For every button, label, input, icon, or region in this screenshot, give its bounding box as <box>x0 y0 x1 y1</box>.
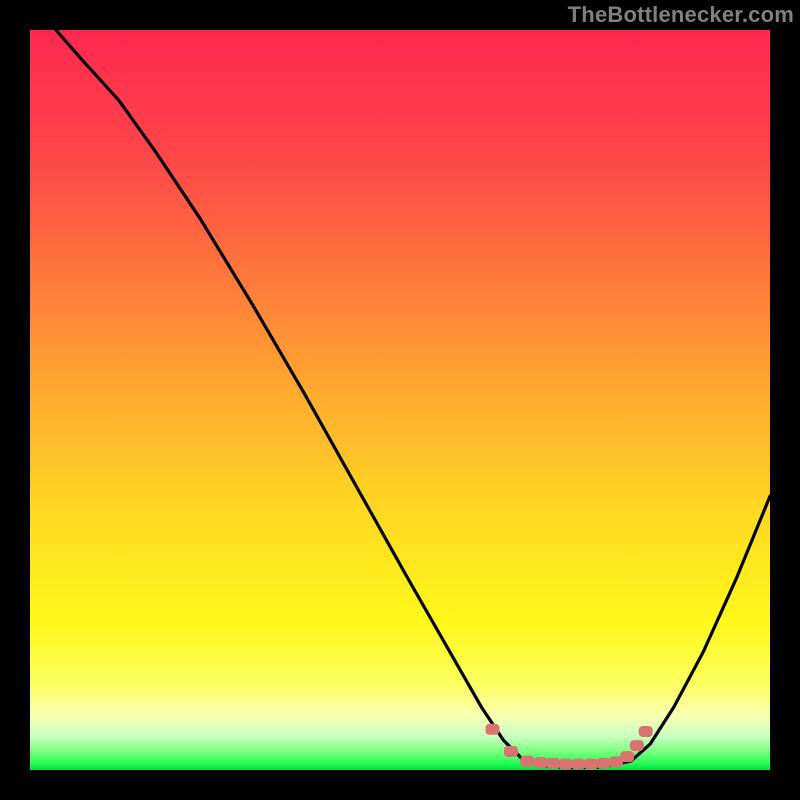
valley-marker <box>620 751 634 762</box>
valley-marker <box>534 757 548 768</box>
valley-marker <box>559 759 573 770</box>
valley-marker <box>571 759 585 770</box>
valley-marker <box>546 758 560 769</box>
gradient-plot-area <box>30 30 770 770</box>
valley-marker <box>520 756 534 767</box>
chart-container: { "watermark": { "text": "TheBottlenecke… <box>0 0 800 800</box>
valley-marker <box>486 724 500 735</box>
valley-marker <box>630 740 644 751</box>
valley-marker <box>597 758 611 769</box>
valley-marker <box>639 726 653 737</box>
valley-marker <box>584 759 598 770</box>
watermark-text: TheBottlenecker.com <box>568 2 794 28</box>
valley-marker <box>504 746 518 757</box>
bottleneck-chart <box>0 0 800 800</box>
